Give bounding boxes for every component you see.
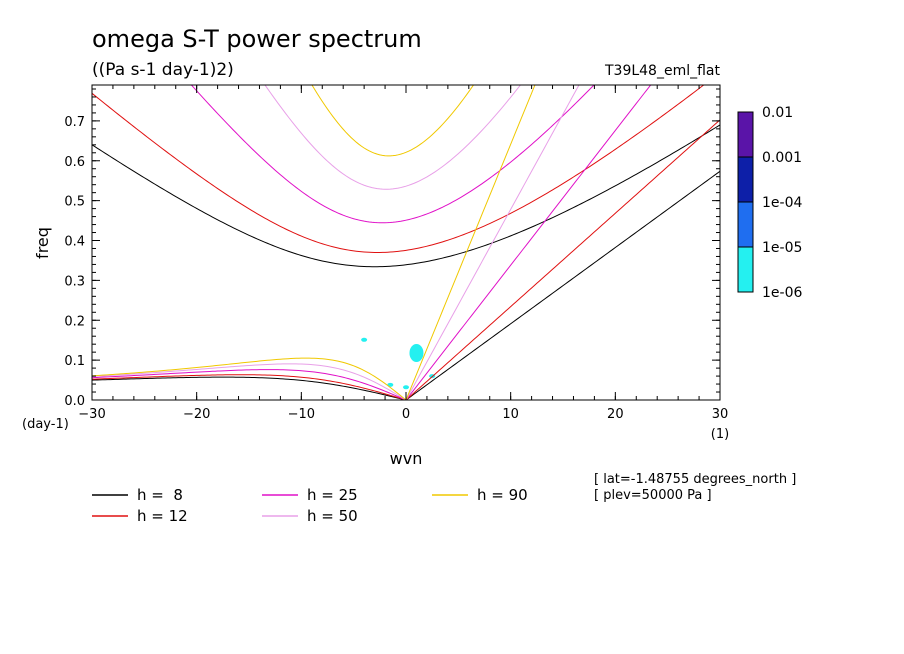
y-tick-label: 0.0 — [64, 394, 85, 409]
latitude-annotation: [ lat=-1.48755 degrees_north ] — [594, 472, 796, 487]
curve-gravity-h12 — [92, 85, 705, 253]
plot-frame — [91, 84, 721, 401]
x-unit-label: (1) — [711, 427, 729, 442]
contour-blob — [361, 337, 368, 342]
colorbar-label: 0.001 — [762, 150, 802, 166]
colorbar-swatch — [737, 111, 754, 158]
x-axis-label: wvn — [390, 449, 423, 468]
contour-blob — [409, 343, 424, 362]
legend-label: h = 50 — [307, 507, 358, 525]
curve-kelvin-h50 — [405, 85, 580, 400]
curve-gravity-h8 — [92, 124, 720, 268]
colorbar-label: 1e-06 — [762, 285, 802, 301]
curve-kelvin-h12 — [405, 119, 720, 400]
x-tick-label: −10 — [288, 407, 315, 422]
y-tick-label: 0.2 — [64, 314, 85, 329]
colorbar-swatch — [737, 246, 754, 293]
y-axis-label: freq — [33, 227, 52, 259]
legend-label: h = 12 — [137, 507, 188, 525]
x-tick-label: 30 — [712, 407, 729, 422]
y-unit-label: (day-1) — [22, 417, 69, 432]
x-tick-label: 0 — [402, 407, 410, 422]
curve-rossby-h25 — [92, 369, 407, 400]
y-tick-label: 0.3 — [64, 274, 85, 289]
curve-kelvin-h90 — [405, 85, 536, 400]
legend-label: h = 8 — [137, 486, 183, 504]
curve-gravity-h50 — [264, 85, 522, 190]
pressure-level-annotation: [ plev=50000 Pa ] — [594, 488, 712, 503]
x-tick-label: 20 — [607, 407, 624, 422]
power-contours — [361, 337, 436, 390]
y-tick-label: 0.5 — [64, 195, 85, 210]
y-tick-label: 0.6 — [64, 155, 85, 170]
curve-gravity-h90 — [311, 85, 475, 157]
x-tick-label: −30 — [78, 407, 105, 422]
colorbar-swatch — [737, 201, 754, 248]
curve-rossby-h90 — [92, 357, 407, 400]
curve-kelvin-h25 — [405, 85, 652, 400]
colorbar-label: 1e-04 — [762, 195, 802, 211]
curve-rossby-h12 — [92, 374, 407, 400]
colorbar: 0.01 0.001 1e-04 1e-05 1e-06 — [737, 105, 802, 301]
axis-ticks: −30 −20 −10 0 10 20 30 0.0 0.1 0.2 0.3 0.4 0.5 0.6 0.7 — [64, 85, 728, 422]
dispersion-curves — [92, 85, 720, 400]
legend-label: h = 25 — [307, 486, 358, 504]
curve-rossby-h8 — [92, 376, 407, 400]
legend: h = 8 h = 12 h = 25 h = 50 h = 90 — [92, 486, 528, 525]
colorbar-label: 1e-05 — [762, 240, 802, 256]
curve-kelvin-h8 — [405, 170, 720, 400]
x-tick-label: 10 — [502, 407, 519, 422]
y-tick-label: 0.1 — [64, 354, 85, 369]
colorbar-swatch — [737, 156, 754, 203]
y-tick-label: 0.4 — [64, 235, 85, 250]
chart-title: omega S-T power spectrum — [92, 25, 422, 53]
contour-blob — [403, 385, 409, 390]
colorbar-label: 0.01 — [762, 105, 793, 121]
curve-rossby-h50 — [92, 363, 407, 400]
legend-label: h = 90 — [477, 486, 528, 504]
y-tick-label: 0.7 — [64, 115, 85, 130]
run-label: T39L48_eml_flat — [604, 63, 721, 79]
x-tick-label: −20 — [183, 407, 210, 422]
chart-subtitle: ((Pa s-1 day-1)2) — [92, 60, 234, 80]
